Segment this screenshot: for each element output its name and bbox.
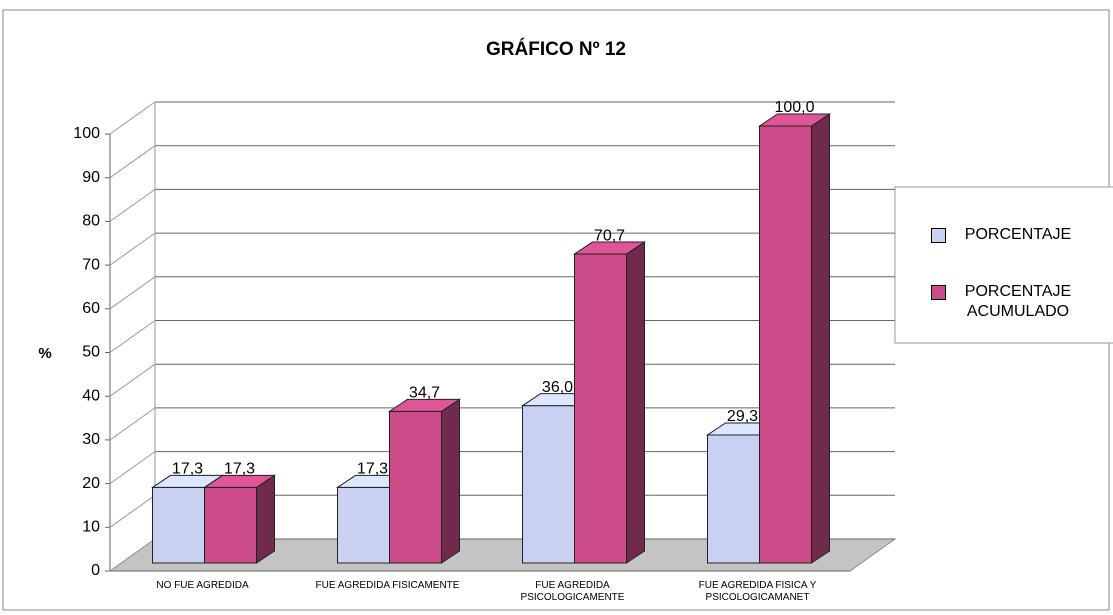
value-label: 17,3 xyxy=(357,461,388,478)
value-label: 70,7 xyxy=(594,227,625,244)
grid-line xyxy=(109,363,156,397)
grid-line xyxy=(109,145,156,179)
value-label: 100,0 xyxy=(774,99,814,116)
y-tick-label: 30 xyxy=(82,431,100,448)
bar-top xyxy=(387,398,462,412)
grid-line xyxy=(109,276,156,310)
value-label: 29,3 xyxy=(727,408,758,425)
y-tick-label: 60 xyxy=(82,300,100,317)
y-axis-label: % xyxy=(38,345,51,362)
bar xyxy=(337,486,390,564)
legend-swatch xyxy=(931,285,946,300)
bar-side xyxy=(811,113,830,564)
bar-top xyxy=(572,241,647,255)
legend-box xyxy=(894,186,1113,344)
bar xyxy=(707,434,760,564)
bar-side xyxy=(626,241,645,564)
bar-top xyxy=(202,474,277,488)
legend-label: PORCENTAJE xyxy=(964,226,1072,243)
grid-line xyxy=(109,320,156,353)
x-tick-label: NO FUE AGREDIDA xyxy=(156,580,249,591)
y-tick-label: 50 xyxy=(82,344,100,361)
bar xyxy=(574,253,627,564)
grid-line xyxy=(109,407,156,441)
chart-title: GRÁFICO Nº 12 xyxy=(486,38,626,60)
y-tick-label: 90 xyxy=(82,169,100,186)
grid-line xyxy=(109,494,156,528)
grid-line xyxy=(109,451,156,485)
x-tick-label: FUE AGREDIDA FISICA Y PSICOLOGICAMANET xyxy=(698,580,817,603)
legend-swatch xyxy=(931,228,946,243)
x-tick-label: FUE AGREDIDA PSICOLOGICAMENTE xyxy=(520,580,625,603)
y-tick-label: 20 xyxy=(82,475,100,492)
bar xyxy=(204,486,257,564)
bar xyxy=(152,486,205,564)
y-tick-label: 70 xyxy=(82,256,100,273)
value-label: 34,7 xyxy=(409,385,440,402)
y-tick-label: 80 xyxy=(82,213,100,230)
value-label: 17,3 xyxy=(224,461,255,478)
legend-label: PORCENTAJE ACUMULADO xyxy=(964,283,1072,320)
bar-side xyxy=(256,474,275,564)
grid-line xyxy=(109,101,156,135)
value-label: 17,3 xyxy=(172,461,203,478)
bar xyxy=(759,125,812,564)
x-tick-label: FUE AGREDIDA FISICAMENTE xyxy=(315,580,460,591)
y-tick-label: 10 xyxy=(82,519,100,536)
bar xyxy=(522,405,575,564)
y-tick-label: 0 xyxy=(91,562,100,579)
grid-line xyxy=(109,188,156,222)
value-label: 36,0 xyxy=(542,379,573,396)
y-tick-label: 40 xyxy=(82,387,100,404)
grid-line xyxy=(109,232,156,266)
bar xyxy=(389,410,442,564)
grid-line xyxy=(109,538,156,572)
bar-top xyxy=(757,113,832,127)
bar-side xyxy=(441,398,460,564)
y-tick-label: 100 xyxy=(73,125,100,142)
